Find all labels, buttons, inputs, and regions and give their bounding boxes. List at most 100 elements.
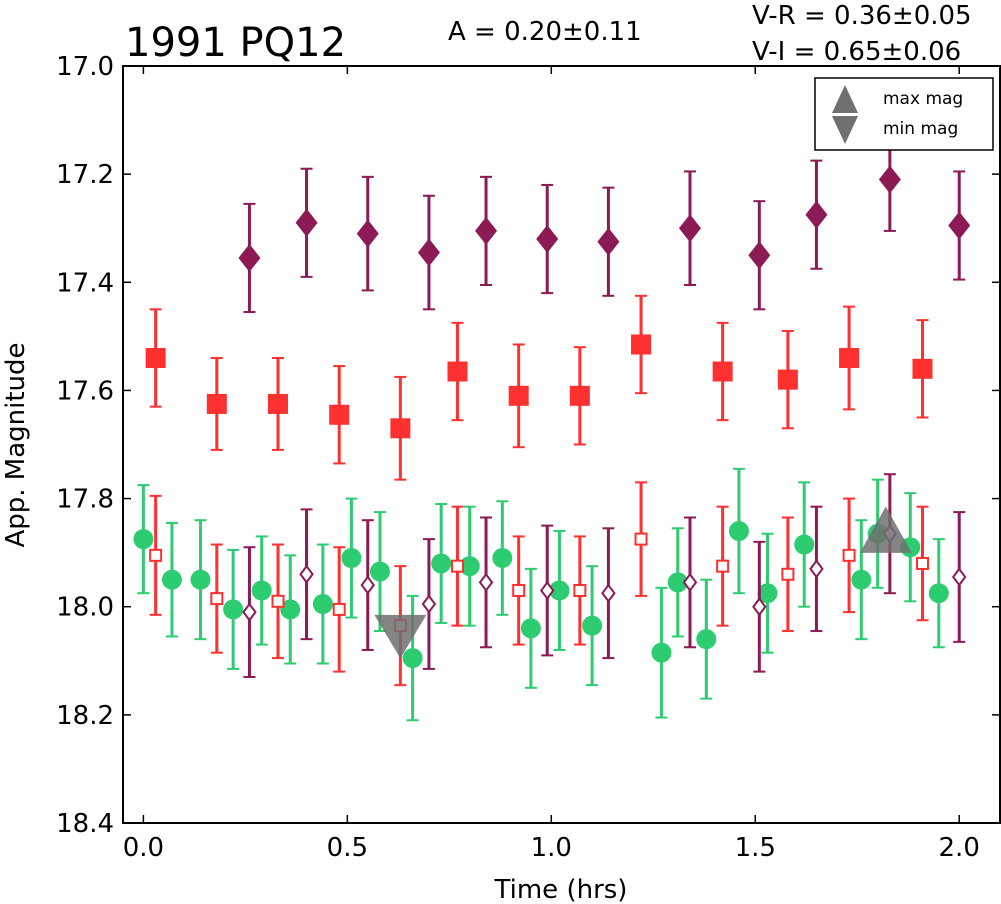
data-point xyxy=(295,167,318,278)
marker-open-square xyxy=(716,559,730,573)
data-point xyxy=(842,497,856,614)
marker-open-diamond xyxy=(360,575,375,595)
data-point xyxy=(242,546,257,679)
plot-area xyxy=(133,127,971,722)
marker-filled-square xyxy=(712,361,733,382)
data-point xyxy=(341,497,362,619)
y-tick-label: 17.8 xyxy=(56,485,114,515)
marker-filled-diamond xyxy=(295,208,318,237)
data-point xyxy=(696,578,717,700)
data-point xyxy=(450,505,464,627)
marker-filled-diamond xyxy=(475,216,498,245)
marker-filled-circle xyxy=(520,618,541,639)
legend-item-min: min mag xyxy=(832,116,958,144)
data-point xyxy=(332,546,346,673)
data-point xyxy=(651,586,672,719)
marker-filled-square xyxy=(145,347,166,368)
legend-item-max: max mag xyxy=(832,85,963,113)
marker-filled-square xyxy=(206,393,227,414)
data-point xyxy=(752,540,767,673)
marker-filled-diamond xyxy=(356,219,379,248)
data-point xyxy=(161,521,182,638)
y-tick-label: 18.2 xyxy=(56,701,114,731)
data-point xyxy=(280,554,301,665)
data-point xyxy=(390,375,411,481)
marker-open-square xyxy=(781,567,795,581)
marker-filled-square xyxy=(777,369,798,390)
data-point xyxy=(951,511,967,643)
legend-max-triangle-icon xyxy=(832,85,858,113)
marker-filled-diamond xyxy=(238,243,261,272)
data-point xyxy=(915,505,929,622)
chart-title: 1991 PQ12 xyxy=(125,20,346,66)
marker-filled-square xyxy=(631,334,652,355)
marker-filled-square xyxy=(447,361,468,382)
y-tick-label: 18.0 xyxy=(56,593,114,623)
data-point xyxy=(190,519,211,641)
data-point xyxy=(667,527,688,638)
series-open-square xyxy=(149,481,929,687)
data-point xyxy=(312,543,333,665)
data-point xyxy=(794,481,815,608)
data-point xyxy=(251,535,272,646)
max-mag-marker xyxy=(859,506,912,553)
data-point xyxy=(539,524,555,657)
x-axis-label: Time (hrs) xyxy=(494,875,628,904)
marker-filled-diamond xyxy=(597,227,620,256)
marker-filled-circle xyxy=(133,529,154,550)
marker-filled-circle xyxy=(161,569,182,590)
data-point xyxy=(520,567,541,689)
marker-open-square xyxy=(915,556,929,570)
legend-label-min: min mag xyxy=(883,119,958,139)
data-point xyxy=(329,365,350,465)
marker-filled-circle xyxy=(549,580,570,601)
series-filled-circle xyxy=(133,467,949,722)
marker-open-diamond xyxy=(809,559,824,579)
marker-open-square xyxy=(210,592,224,606)
marker-filled-square xyxy=(508,385,529,406)
data-point xyxy=(431,502,452,624)
marker-filled-circle xyxy=(431,553,452,574)
y-tick-label: 17.0 xyxy=(56,52,114,82)
marker-open-diamond xyxy=(601,583,616,603)
data-point xyxy=(573,535,587,646)
marker-open-diamond xyxy=(478,572,494,593)
data-point xyxy=(839,305,860,411)
marker-filled-circle xyxy=(667,572,688,593)
marker-filled-square xyxy=(569,385,590,406)
data-point xyxy=(781,516,795,633)
y-ticks: 17.0 17.2 17.4 17.6 17.8 18.0 18.2 18.4 xyxy=(56,52,1000,839)
data-point xyxy=(299,508,314,641)
marker-open-square xyxy=(332,602,346,616)
marker-filled-diamond xyxy=(748,241,771,270)
series-filled-square xyxy=(145,294,933,481)
marker-open-square xyxy=(271,594,285,608)
data-point xyxy=(356,175,379,292)
marker-filled-circle xyxy=(928,583,949,604)
data-point xyxy=(728,467,749,595)
data-point xyxy=(805,159,828,270)
data-point xyxy=(478,516,494,649)
series-filled-diamond xyxy=(238,127,971,314)
marker-open-square xyxy=(450,559,464,573)
data-point xyxy=(631,294,652,395)
marker-open-square xyxy=(573,583,587,597)
marker-filled-diamond xyxy=(536,225,559,254)
data-point xyxy=(360,519,375,651)
marker-filled-circle xyxy=(794,534,815,555)
data-point xyxy=(582,565,603,687)
data-point xyxy=(492,500,513,616)
data-point xyxy=(459,505,480,627)
marker-filled-circle xyxy=(851,569,872,590)
data-point xyxy=(569,346,590,446)
marker-filled-circle xyxy=(190,569,211,590)
marker-filled-circle xyxy=(280,599,301,620)
marker-open-square xyxy=(512,583,526,597)
data-point xyxy=(601,527,616,660)
marker-filled-square xyxy=(912,358,933,379)
data-point xyxy=(549,530,570,651)
data-point xyxy=(369,511,390,633)
data-point xyxy=(421,538,437,670)
marker-filled-circle xyxy=(369,561,390,582)
